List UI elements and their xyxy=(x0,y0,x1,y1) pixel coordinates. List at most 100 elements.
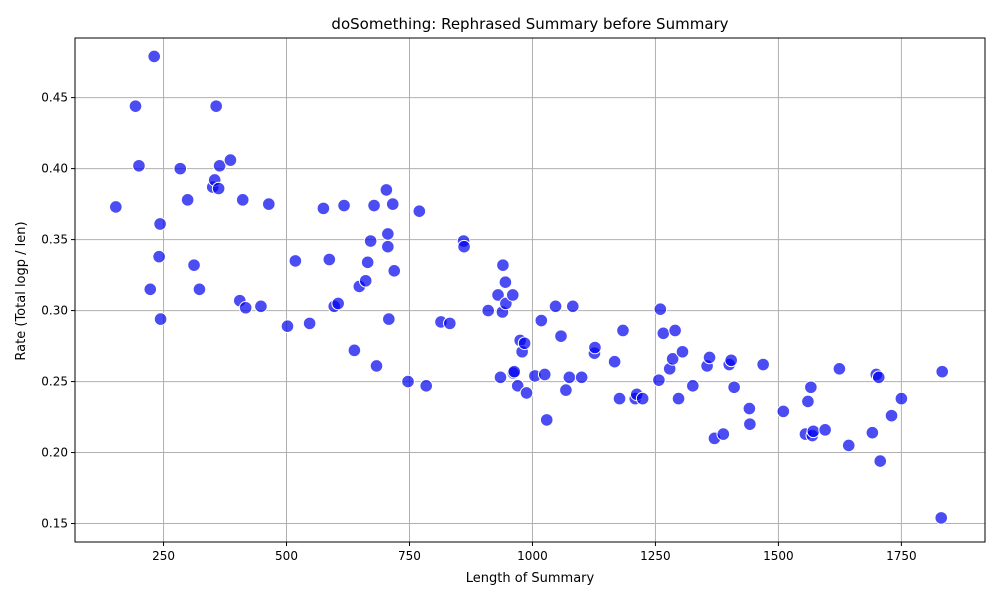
scatter-point xyxy=(322,252,337,267)
scatter-point xyxy=(209,99,223,113)
y-tick-label: 0.30 xyxy=(41,304,68,318)
scatter-point xyxy=(498,275,513,289)
scatter-point xyxy=(653,302,668,316)
scatter-point xyxy=(652,373,666,387)
x-tick-label: 1750 xyxy=(886,549,917,563)
scatter-point xyxy=(743,417,757,431)
scatter-point xyxy=(871,370,886,385)
scatter-point xyxy=(288,254,303,268)
scatter-point xyxy=(132,158,146,173)
scatter-point xyxy=(382,312,396,326)
y-axis-ticks: 0.15 0.20 0.25 0.30 0.35 0.40 0.45 xyxy=(41,91,75,531)
scatter-point xyxy=(656,326,671,341)
scatter-point xyxy=(385,197,400,211)
scatter-point xyxy=(360,255,375,270)
scatter-point xyxy=(562,370,577,385)
scatter-point xyxy=(607,354,622,369)
scatter-point xyxy=(517,336,532,351)
scatter-point xyxy=(223,153,238,167)
scatter-point xyxy=(776,404,791,419)
x-tick-label: 500 xyxy=(275,549,298,563)
scatter-point xyxy=(616,323,630,338)
scatter-point xyxy=(635,391,650,406)
scatter-point xyxy=(358,273,373,288)
scatter-point xyxy=(367,198,381,213)
scatter-point xyxy=(109,200,123,214)
y-tick-label: 0.45 xyxy=(41,91,68,105)
scatter-point xyxy=(180,193,195,207)
scatter-point xyxy=(724,353,738,368)
y-tick-label: 0.15 xyxy=(41,517,68,531)
x-tick-label: 1500 xyxy=(763,549,794,563)
scatter-point xyxy=(235,193,250,207)
scatter-point xyxy=(841,438,856,453)
scatter-point xyxy=(147,49,161,64)
scatter-point xyxy=(537,367,552,382)
x-axis-ticks: 250 500 750 1000 1250 1500 1750 xyxy=(152,542,917,563)
scatter-point xyxy=(192,282,207,297)
x-tick-label: 1250 xyxy=(640,549,671,563)
scatter-point xyxy=(832,361,847,376)
scatter-point xyxy=(702,350,717,365)
scatter-point xyxy=(612,391,627,406)
scatter-point xyxy=(507,364,522,379)
scatter-point xyxy=(254,299,268,314)
scatter-point xyxy=(493,370,508,385)
scatter-point xyxy=(128,99,143,113)
scatter-point xyxy=(280,319,295,334)
scatter-point xyxy=(534,313,549,328)
y-axis-label: Rate (Total logp / len) xyxy=(14,221,29,360)
scatter-point xyxy=(379,183,394,197)
scatter-point xyxy=(481,303,495,318)
scatter-point xyxy=(675,344,690,359)
scatter-point xyxy=(865,425,880,440)
scatter-point xyxy=(187,258,201,272)
x-tick-label: 1000 xyxy=(517,549,548,563)
scatter-point xyxy=(804,380,818,395)
scatter-point xyxy=(935,364,950,379)
scatter-point xyxy=(818,423,832,437)
scatter-point xyxy=(337,198,351,213)
scatter-point xyxy=(756,357,770,372)
scatter-point xyxy=(548,299,563,314)
scatter-point xyxy=(173,161,188,176)
scatter-point xyxy=(665,352,680,366)
scatter-point xyxy=(894,391,909,406)
x-tick-label: 750 xyxy=(398,549,421,563)
scatter-point xyxy=(510,379,525,393)
scatter-point xyxy=(727,380,741,395)
scatter-point xyxy=(742,401,757,416)
scatter-point xyxy=(539,413,554,427)
scatter-point xyxy=(401,374,415,389)
x-tick-label: 250 xyxy=(152,549,175,563)
scatter-point xyxy=(153,312,168,326)
scatter-point xyxy=(238,300,253,315)
scatter-point xyxy=(316,201,331,216)
scatter-point xyxy=(369,359,384,373)
y-tick-label: 0.20 xyxy=(41,446,68,460)
scatter-point xyxy=(588,340,602,355)
scatter-point xyxy=(873,454,888,468)
y-tick-label: 0.25 xyxy=(41,375,68,389)
scatter-point xyxy=(347,343,362,358)
scatter-points xyxy=(109,49,950,525)
scatter-point xyxy=(381,227,395,241)
x-axis-label: Length of Summary xyxy=(466,571,595,586)
scatter-point xyxy=(387,264,402,278)
scatter-point xyxy=(443,316,457,331)
scatter-point xyxy=(302,316,317,331)
scatter-point xyxy=(565,299,580,314)
scatter-point xyxy=(143,282,158,297)
scatter-point xyxy=(419,379,434,393)
scatter-point xyxy=(491,288,505,302)
scatter-point xyxy=(153,217,167,231)
scatter-point xyxy=(934,511,949,525)
scatter-point xyxy=(381,239,395,254)
scatter-point xyxy=(671,391,686,406)
scatter-point xyxy=(457,239,471,254)
scatter-point xyxy=(363,234,378,248)
scatter-point xyxy=(211,181,226,196)
scatter-point xyxy=(331,296,345,311)
scatter-point xyxy=(806,424,821,439)
